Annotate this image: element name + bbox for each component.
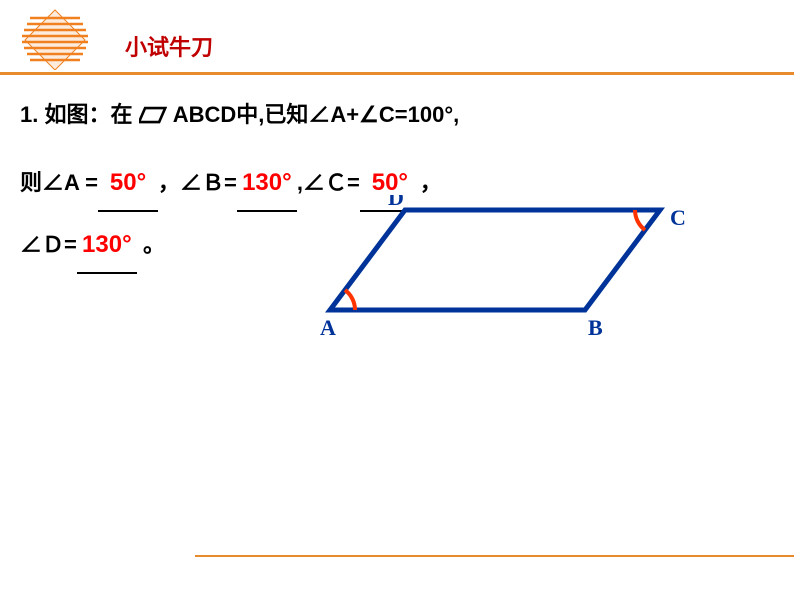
l2-prefix: 则∠A = [20, 170, 98, 195]
l2-mid2: ,∠Ｃ= [297, 170, 360, 195]
problem-line-1: 1. 如图：在 ABCD中,已知∠A+∠C=100°, [20, 95, 780, 135]
svg-text:B: B [588, 315, 603, 340]
blank-B: 130° [237, 155, 297, 212]
l2-mid1: ，∠Ｂ= [158, 170, 237, 195]
answer-B: 130° [242, 169, 292, 196]
parallelogram-icon [139, 106, 167, 124]
footer-rule [195, 555, 794, 557]
svg-text:D: D [388, 195, 404, 210]
text-1: 如图：在 [44, 102, 132, 127]
svg-text:C: C [670, 205, 686, 230]
logo-icon [15, 5, 90, 70]
section-title: 小试牛刀 [125, 30, 213, 62]
l2-end: ， [420, 170, 442, 195]
blank-A: 50° [98, 155, 158, 212]
svg-text:A: A [320, 315, 336, 340]
l3-end: 。 [143, 232, 165, 257]
problem-number: 1. [20, 102, 38, 127]
l3-prefix: ∠Ｄ= [20, 232, 77, 257]
answer-C: 50° [372, 169, 408, 196]
header: 小试牛刀 [0, 0, 794, 75]
blank-D: 130° [77, 217, 137, 274]
answer-A: 50° [110, 169, 146, 196]
header-rule [0, 72, 794, 75]
answer-D: 130° [82, 231, 132, 258]
text-2: ABCD中,已知∠A+∠C=100°, [173, 102, 459, 127]
parallelogram-diagram: A B C D [310, 195, 750, 355]
